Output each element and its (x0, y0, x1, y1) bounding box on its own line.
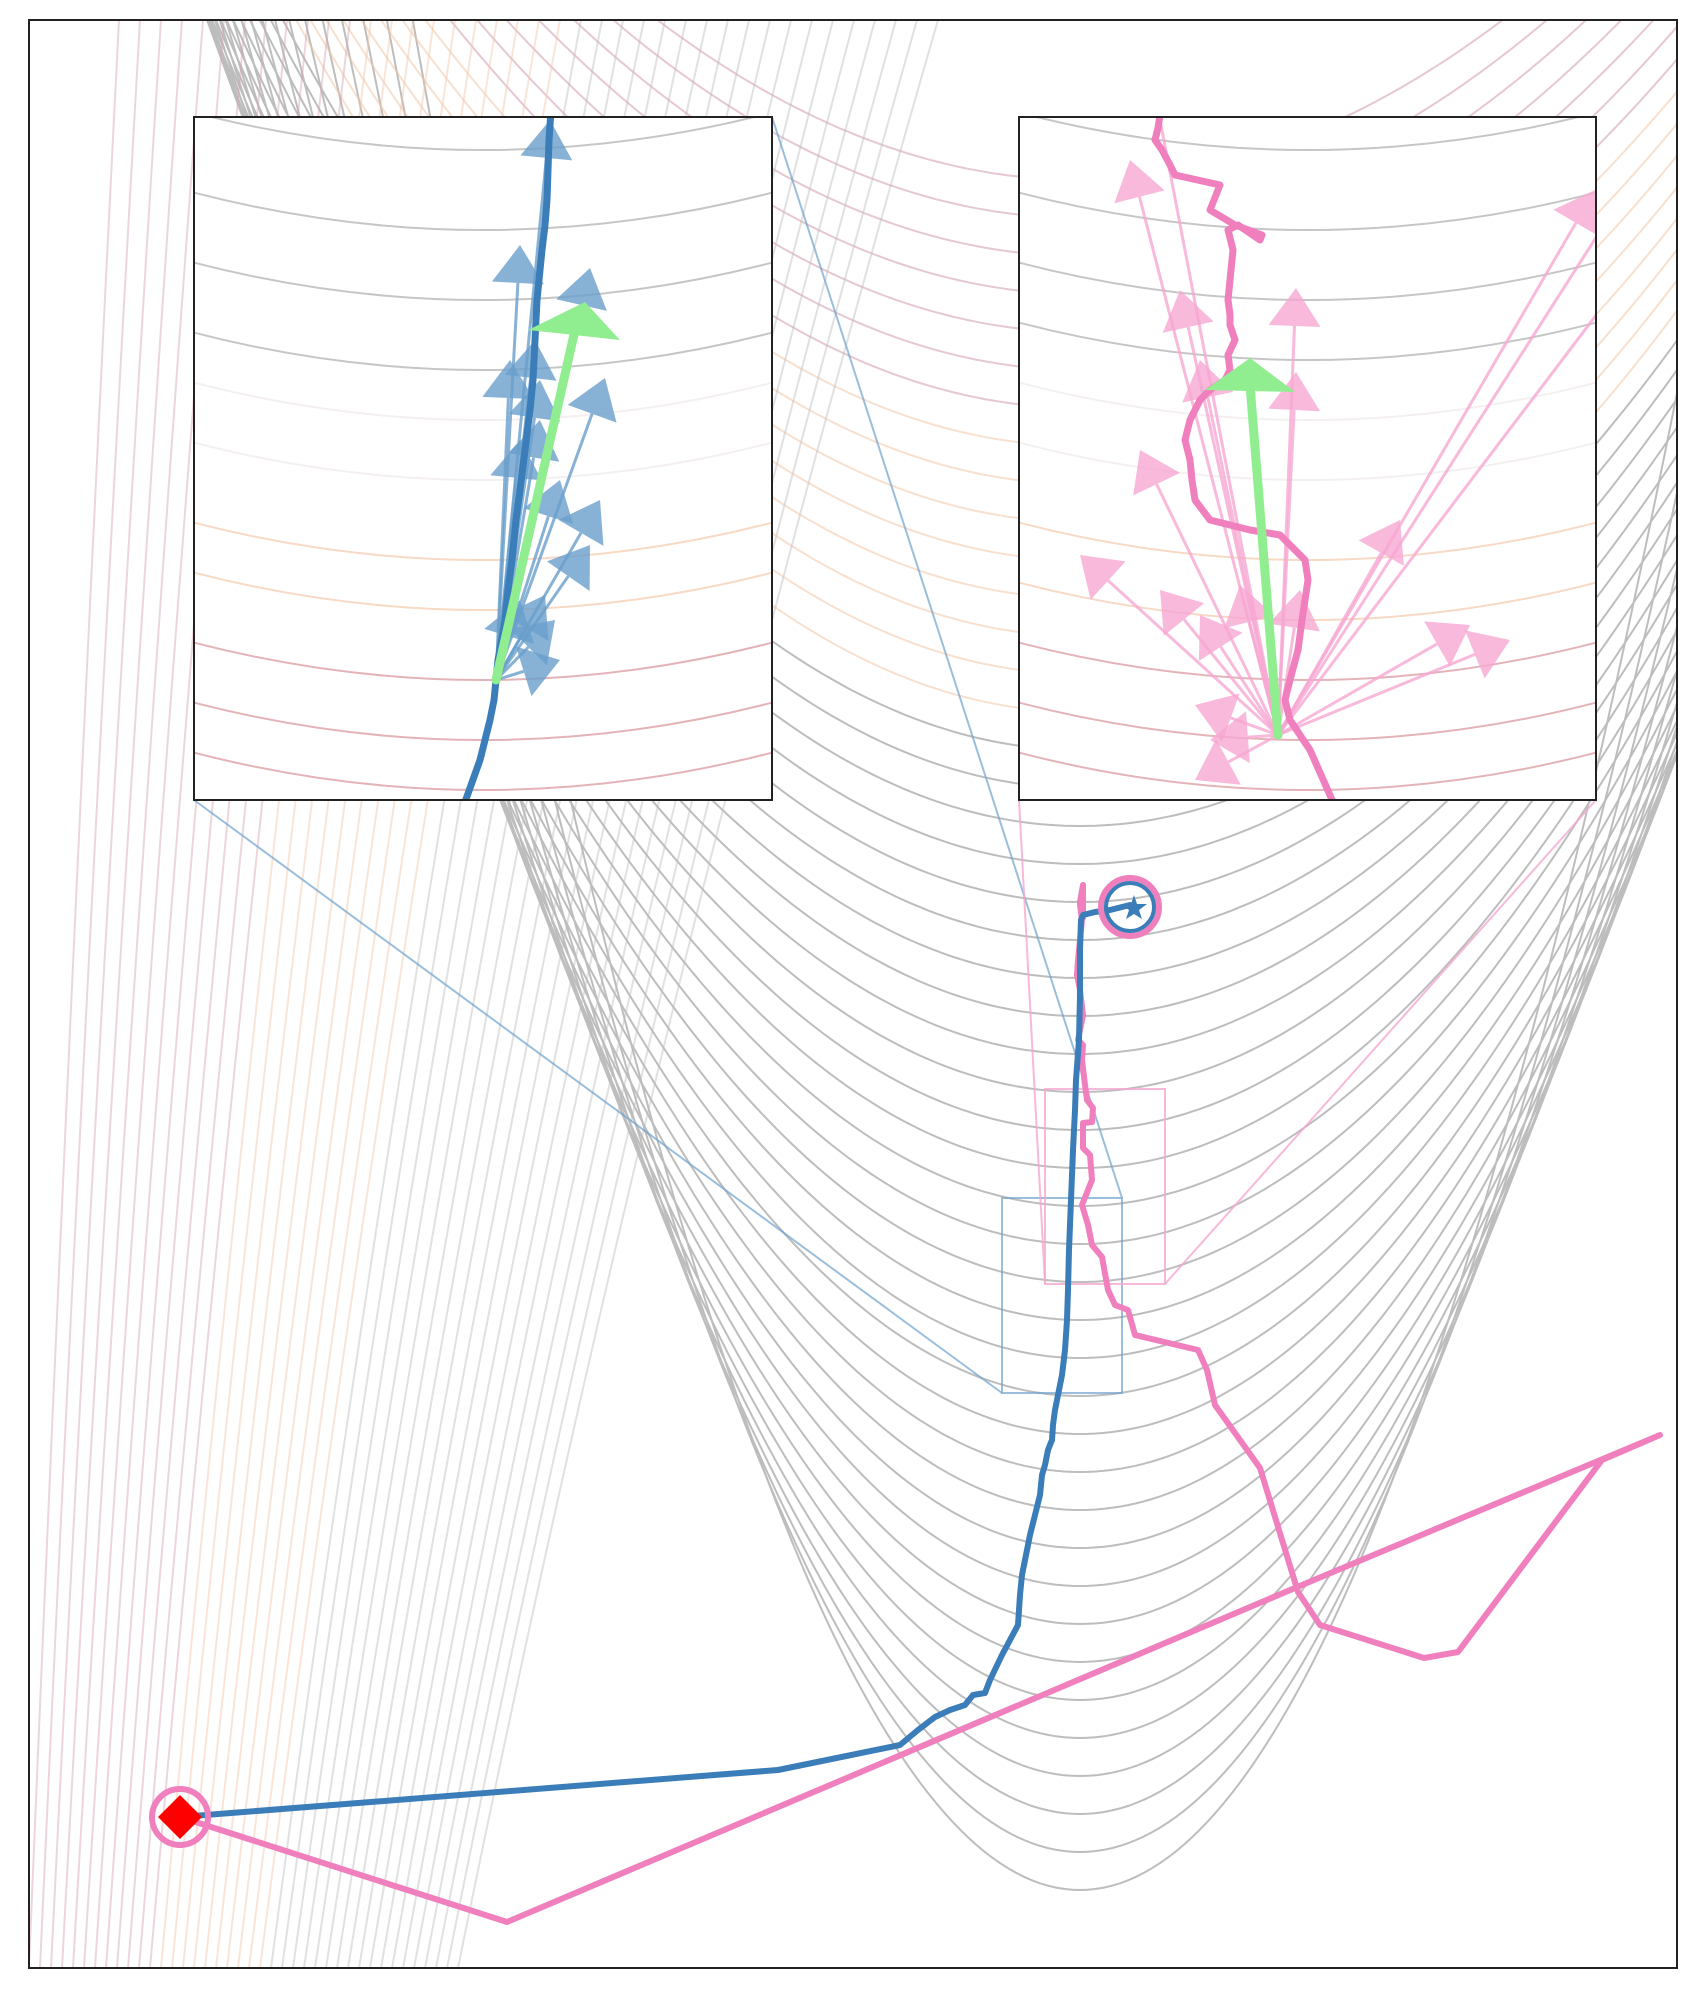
start-diamond-marker (158, 1795, 202, 1839)
inset-pink-content (1080, 117, 1596, 800)
inset-pink-frame (1018, 116, 1597, 801)
inset-blue-contours (194, 117, 772, 791)
contour-line (288, 20, 1677, 1664)
gradient-ray (1276, 234, 1596, 736)
gradient-ray (1158, 119, 1280, 736)
inset-blue (193, 116, 773, 801)
end-star-marker (1121, 895, 1147, 919)
contour-line (1019, 751, 1596, 791)
contour-line (194, 331, 772, 371)
contour-line (424, 20, 876, 1968)
contour-line (50, 20, 162, 1968)
zoom-box-blue (1001, 1197, 1123, 1394)
contour-line (611, 20, 1549, 220)
inset-pink (1018, 116, 1597, 801)
contour-line (72, 20, 204, 1968)
gradient-arrow (1133, 450, 1280, 736)
contour-line (194, 441, 772, 481)
contour-line (446, 20, 918, 1968)
contour-line (194, 381, 772, 421)
inset-blue-frame (193, 116, 773, 801)
contour-line (207, 117, 759, 151)
inset-connectors (193, 116, 1597, 1394)
connector-blue-bottom (193, 799, 1003, 1394)
contour-line (274, 20, 1677, 1626)
contour-line (321, 20, 1677, 1740)
connector-pink-left (1018, 799, 1046, 1285)
inset-pink-mean-arrow (1205, 358, 1295, 740)
contour-line (194, 521, 772, 561)
contour-line (194, 571, 772, 611)
end-ring-blue (1104, 881, 1156, 933)
contour-line (304, 20, 1677, 1702)
contour-line (1019, 381, 1596, 421)
contour-line (362, 20, 1677, 1816)
contour-line (655, 20, 1505, 182)
inset-blue-path (461, 117, 555, 800)
inset-pink-gradient-arrows (1080, 119, 1596, 785)
contour-line (194, 641, 772, 681)
gradient-arrow (1195, 733, 1279, 785)
connector-blue-top (771, 116, 1123, 1199)
contour-line (194, 261, 772, 301)
contour-line (1019, 441, 1596, 481)
end-ring-pink (1098, 875, 1162, 939)
gradient-arrow (1210, 711, 1279, 764)
inset-pink-path (1151, 117, 1336, 800)
contour-line (1019, 191, 1596, 231)
contour-line (194, 751, 772, 791)
contour-line (340, 20, 1677, 1778)
gradient-arrow (1277, 630, 1510, 737)
contour-line (435, 20, 897, 1968)
inset-blue-content (461, 117, 620, 800)
contour-line (1019, 701, 1596, 741)
contour-line (39, 20, 141, 1968)
gradient-arrow (1198, 615, 1280, 736)
contour-line (29, 20, 120, 1968)
start-ring (149, 1786, 211, 1848)
contour-line (1019, 641, 1596, 681)
inset-blue-mean-arrow (491, 302, 620, 685)
contour-line (1032, 117, 1583, 151)
contour-line (194, 191, 772, 231)
gradient-arrow (1277, 621, 1470, 737)
inset-pink-contours (1019, 117, 1596, 791)
plot-frame (28, 19, 1678, 1969)
gradient-ray (1276, 312, 1596, 736)
contour-line (413, 20, 855, 1968)
contour-line (1019, 261, 1596, 301)
connector-pink-right (1164, 799, 1597, 1285)
contour-line (61, 20, 183, 1968)
contour-line (1019, 321, 1596, 361)
blue-optimizer-path (177, 902, 1133, 1820)
gradient-arrow (1080, 555, 1280, 737)
contour-line (457, 20, 939, 1968)
